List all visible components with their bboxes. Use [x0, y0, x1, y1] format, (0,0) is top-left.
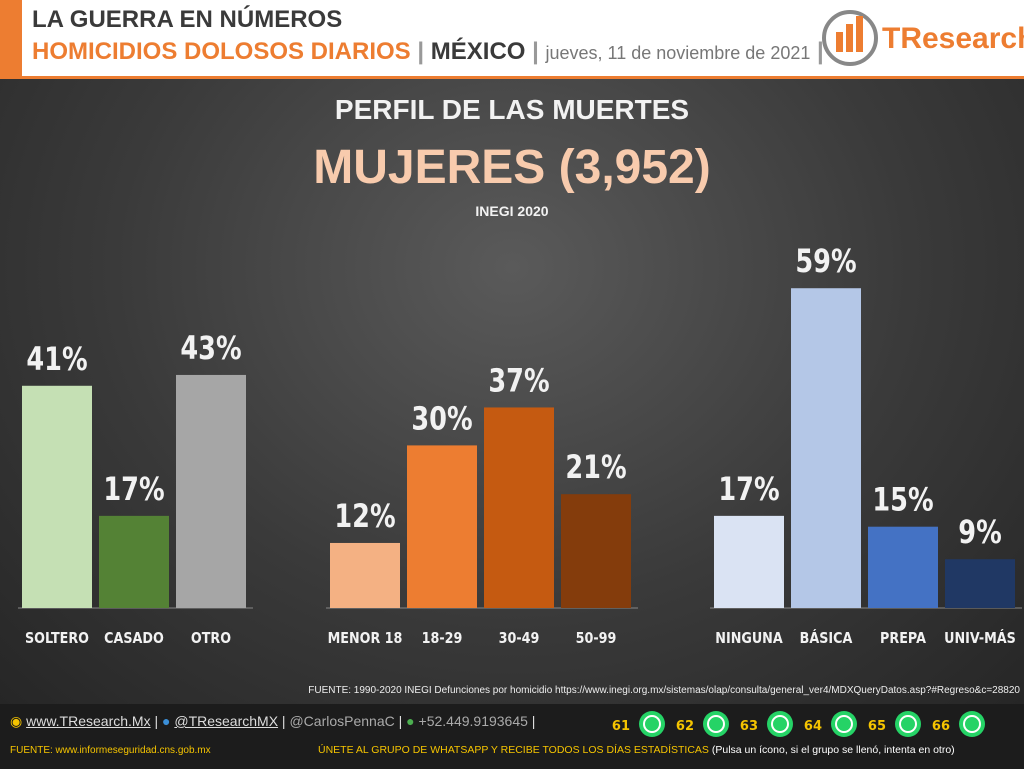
group-number[interactable]: 62: [676, 719, 694, 734]
category-label: 30-49: [499, 630, 540, 647]
separator: |: [810, 38, 824, 65]
category-label: CASADO: [104, 630, 164, 647]
web-icon: ◉: [10, 713, 27, 729]
footer-contacts: ◉ www.TResearch.Mx | ● @TResearchMX | @C…: [10, 713, 535, 730]
whatsapp-icon[interactable]: [767, 711, 793, 737]
bar: [561, 494, 631, 608]
whatsapp-icon[interactable]: [895, 711, 921, 737]
header-line2: HOMICIDIOS DOLOSOS DIARIOS | MÉXICO | ju…: [32, 38, 824, 66]
footer: [0, 704, 1024, 769]
source: FUENTE: 1990-2020 INEGI Defunciones por …: [308, 685, 1020, 696]
value-label: 9%: [958, 513, 1001, 551]
value-label: 37%: [488, 362, 549, 400]
title: PERFIL DE LAS MUERTES: [334, 94, 690, 125]
category-label: OTRO: [191, 630, 231, 647]
value-label: 41%: [26, 340, 87, 378]
bar: [714, 515, 784, 608]
separator: |: [150, 713, 162, 729]
twitter-link[interactable]: @CarlosPennaC: [289, 713, 395, 729]
value-label: 17%: [103, 470, 164, 508]
whatsapp-icon[interactable]: [703, 711, 729, 737]
value-label: 30%: [411, 400, 472, 438]
whatsapp-icon[interactable]: [959, 711, 985, 737]
bar: [484, 407, 554, 608]
whatsapp-groups: 61 62 63 64 65 66: [612, 711, 985, 737]
logo-text: TResearch: [882, 22, 1024, 55]
bar: [176, 374, 246, 608]
join-text: ÚNETE AL GRUPO DE WHATSAPP Y RECIBE TODO…: [318, 744, 709, 756]
group-number[interactable]: 64: [804, 719, 822, 734]
category-label: BÁSICA: [800, 628, 853, 647]
whatsapp-icon[interactable]: [831, 711, 857, 737]
category-label: MENOR 18: [328, 630, 403, 647]
category-label: UNIV-MÁS: [944, 628, 1016, 647]
footer-source: FUENTE: www.informeseguridad.cns.gob.mx: [10, 745, 211, 756]
category-label: NINGUNA: [715, 630, 783, 647]
category-label: PREPA: [880, 630, 926, 647]
group-number[interactable]: 65: [868, 719, 886, 734]
bar: [407, 445, 477, 608]
twitter-icon: ●: [162, 713, 175, 729]
bar: [945, 559, 1015, 608]
header-place: MÉXICO: [430, 38, 526, 65]
separator: |: [394, 713, 407, 729]
whatsapp-icon-inner[interactable]: [643, 715, 661, 733]
separator: |: [410, 38, 431, 65]
subtitle: MUJERES (3,952): [313, 141, 711, 194]
header-date: jueves, 11 de noviembre de 2021: [545, 43, 811, 63]
bar: [791, 288, 861, 608]
whatsapp-icon-inner[interactable]: [835, 715, 853, 733]
bar: [868, 526, 938, 608]
whatsapp-icon-inner[interactable]: [771, 715, 789, 733]
whatsapp-icon[interactable]: [639, 711, 665, 737]
value-label: 15%: [872, 481, 933, 519]
value-label: 43%: [180, 329, 241, 367]
join-hint: (Pulsa un ícono, si el grupo se llenó, i…: [711, 744, 955, 756]
header-topic: HOMICIDIOS DOLOSOS DIARIOS: [32, 38, 411, 65]
value-label: 21%: [565, 448, 626, 486]
category-label: SOLTERO: [25, 630, 89, 647]
value-label: 17%: [718, 470, 779, 508]
logo-icon: [822, 10, 878, 66]
note: INEGI 2020: [475, 203, 549, 219]
value-label: 12%: [334, 497, 395, 535]
bar: [99, 515, 169, 608]
whatsapp-icon-inner[interactable]: [963, 715, 981, 733]
separator: |: [278, 713, 290, 729]
footer-join: ÚNETE AL GRUPO DE WHATSAPP Y RECIBE TODO…: [318, 744, 955, 756]
charts: 41% SOLTERO 17% CASADO 43% OTRO 12% MENOR 18 30%…: [18, 242, 1022, 647]
header-stripe: [0, 0, 22, 76]
value-label: 59%: [795, 242, 856, 280]
group-number[interactable]: 63: [740, 719, 758, 734]
category-label: 18-29: [422, 630, 463, 647]
bar: [22, 385, 92, 608]
group-number[interactable]: 61: [612, 719, 630, 734]
phone: +52.449.9193645: [418, 713, 528, 729]
header-line1: LA GUERRA EN NÚMEROS: [32, 6, 343, 33]
twitter-link[interactable]: @TResearchMX: [174, 713, 279, 729]
whatsapp-icon-inner[interactable]: [707, 715, 725, 733]
group-number[interactable]: 66: [932, 719, 950, 734]
category-label: 50-99: [576, 630, 617, 647]
whatsapp-icon-inner[interactable]: [899, 715, 917, 733]
bar: [330, 542, 400, 608]
separator: |: [527, 713, 536, 729]
separator: |: [525, 38, 546, 65]
phone-icon: ●: [406, 713, 419, 729]
web-link[interactable]: www.TResearch.Mx: [26, 713, 151, 729]
